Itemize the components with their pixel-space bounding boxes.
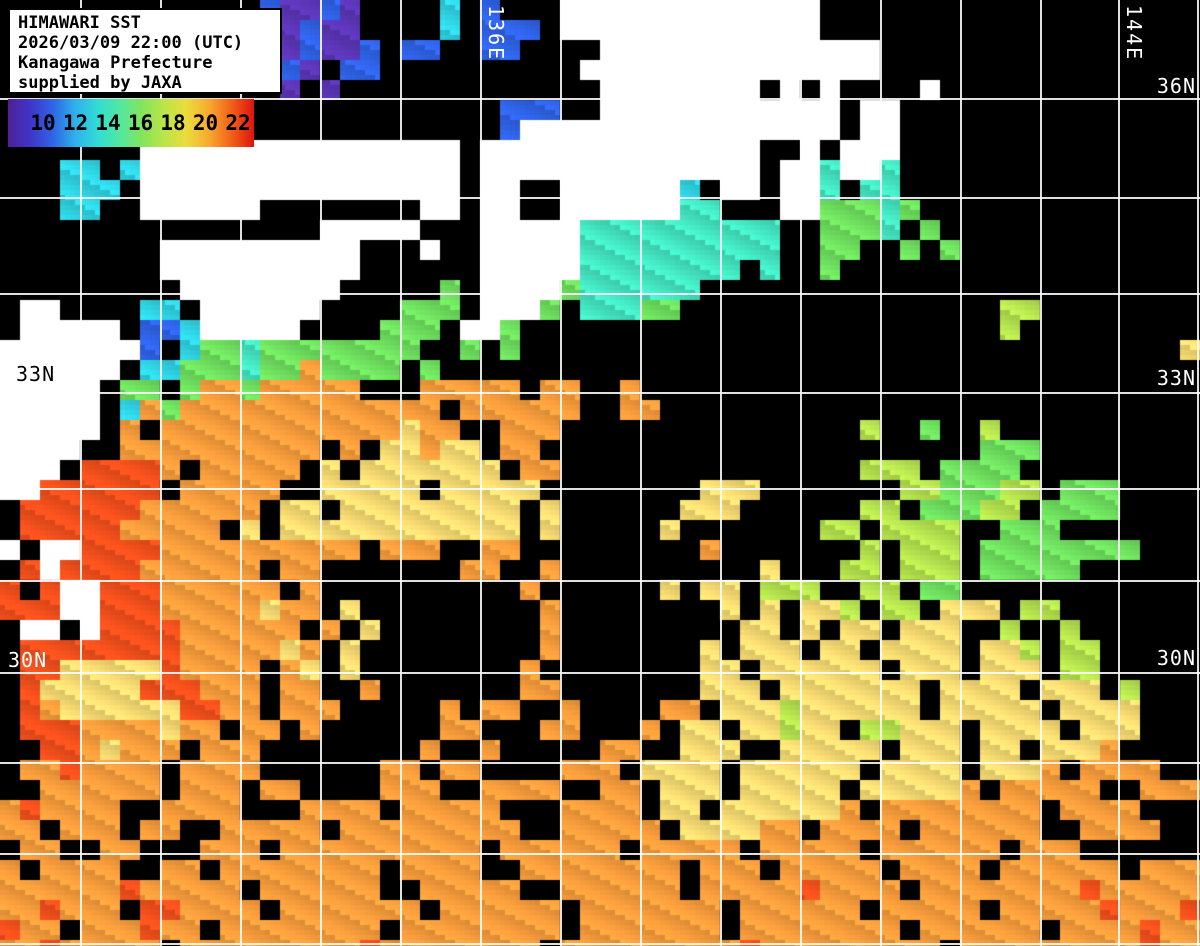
graticule-line-horizontal <box>0 580 1200 582</box>
region-name: Kanagawa Prefecture <box>18 53 213 73</box>
graticule-line-vertical <box>160 0 162 946</box>
graticule-line-horizontal <box>0 197 1200 199</box>
timestamp: 2026/03/09 22:00 (UTC) <box>18 33 244 53</box>
longitude-label-text: 144E <box>1122 5 1146 62</box>
latitude-label-33n-left: 33N <box>16 362 56 386</box>
colorbar-tick-label: 16 <box>127 111 154 135</box>
latitude-label-30n-right: 30N <box>1156 646 1196 670</box>
temperature-colorbar: 10 12 14 16 18 20 22 <box>8 99 254 147</box>
colorbar-tick-label: 14 <box>95 111 121 135</box>
graticule-line-vertical <box>640 0 642 946</box>
graticule-line-vertical <box>240 0 242 946</box>
graticule-line-vertical <box>560 0 562 946</box>
graticule-line-vertical <box>480 0 482 946</box>
colorbar-tick-label: 22 <box>225 111 251 135</box>
graticule-line-horizontal <box>0 943 1200 945</box>
colorbar-tick-label: 12 <box>62 111 89 135</box>
graticule-line-horizontal <box>0 762 1200 764</box>
graticule-line-vertical <box>800 0 802 946</box>
graticule-line-vertical <box>400 0 402 946</box>
graticule-line-vertical <box>1118 0 1120 946</box>
graticule-line-horizontal <box>0 853 1200 855</box>
graticule-line-horizontal <box>0 392 1200 394</box>
graticule-line-vertical <box>1040 0 1042 946</box>
graticule-line-vertical <box>880 0 882 946</box>
graticule-line-vertical <box>1197 0 1199 946</box>
product-title: HIMAWARI SST <box>18 13 141 33</box>
graticule-line-horizontal <box>0 293 1200 295</box>
latitude-label-33n-right: 33N <box>1156 366 1196 390</box>
colorbar-tick-label: 10 <box>30 111 56 135</box>
colorbar-tick-label: 18 <box>160 111 186 135</box>
latitude-label-36n-right: 36N <box>1156 74 1196 98</box>
graticule-line-vertical <box>80 0 82 946</box>
graticule-line-vertical <box>320 0 322 946</box>
graticule-line-horizontal <box>0 98 1200 100</box>
colorbar-tick-label: 20 <box>192 111 219 135</box>
latitude-label-30n-left: 30N <box>8 648 48 672</box>
data-credit: supplied by JAXA <box>18 73 182 93</box>
longitude-label-136e: 136E <box>484 5 508 61</box>
graticule-line-vertical <box>720 0 722 946</box>
graticule-line-horizontal <box>0 488 1200 490</box>
longitude-label-text: 136E <box>484 5 508 62</box>
graticule-line-horizontal <box>0 672 1200 674</box>
longitude-label-144e: 144E <box>1122 5 1146 61</box>
graticule-line-vertical <box>960 0 962 946</box>
title-box: HIMAWARI SST 2026/03/09 22:00 (UTC) Kana… <box>8 8 282 94</box>
